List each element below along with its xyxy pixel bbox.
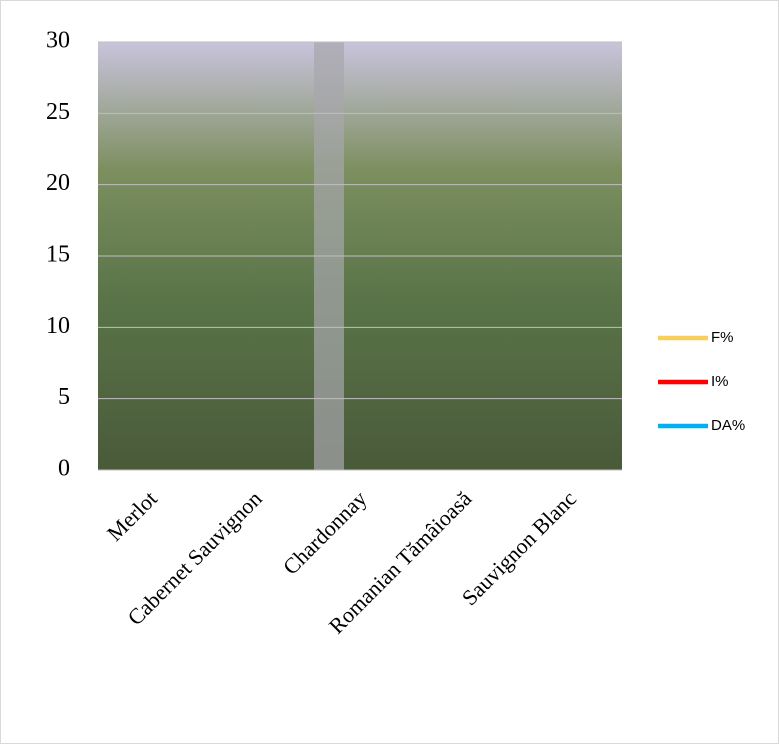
y-tick-label: 15 [46,242,70,268]
chart: 051015202530MerlotCabernet SauvignonChar… [0,0,779,744]
y-tick-label: 5 [58,384,70,410]
y-tick-label: 0 [58,456,70,482]
legend-label: F% [711,329,734,346]
legend-label: I% [711,373,729,390]
y-tick-label: 30 [46,28,70,54]
y-tick-label: 20 [46,170,70,196]
y-tick-label: 25 [46,99,70,125]
y-tick-label: 10 [46,313,70,339]
legend-label: DA% [711,417,745,434]
